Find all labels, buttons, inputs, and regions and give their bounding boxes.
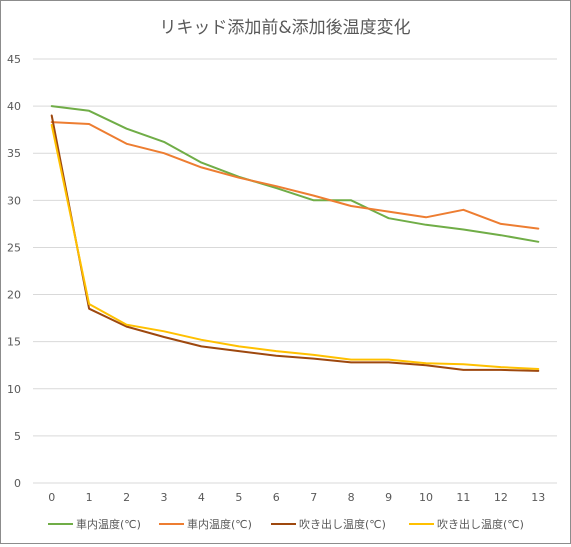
x-tick-label: 7 (310, 491, 317, 504)
y-tick-label: 25 (7, 241, 21, 254)
x-tick-label: 13 (531, 491, 545, 504)
gridlines (33, 58, 557, 484)
legend-label-3: 吹き出し温度(℃) (299, 517, 386, 531)
series-line-2 (50, 121, 540, 230)
x-tick-label: 3 (161, 491, 168, 504)
x-tick-label: 11 (456, 491, 470, 504)
x-tick-label: 12 (494, 491, 508, 504)
series-lines (50, 105, 540, 372)
legend-label-1: 車内温度(℃) (76, 517, 141, 531)
legend: 車内温度(℃) 車内温度(℃) 吹き出し温度(℃) 吹き出し温度(℃) (48, 517, 524, 531)
y-tick-label: 15 (7, 336, 21, 349)
y-axis-ticks: 0 5 10 15 20 25 30 35 40 45 (7, 53, 21, 490)
y-tick-label: 5 (14, 430, 21, 443)
legend-label-2: 車内温度(℃) (187, 517, 252, 531)
series-line-1 (50, 105, 540, 243)
x-axis-ticks: 0 1 2 3 4 5 6 7 8 9 10 11 12 13 (48, 491, 545, 504)
x-tick-label: 9 (385, 491, 392, 504)
x-tick-label: 8 (348, 491, 355, 504)
y-tick-label: 10 (7, 383, 21, 396)
y-tick-label: 40 (7, 100, 21, 113)
x-tick-label: 1 (86, 491, 93, 504)
series-line-4 (50, 124, 540, 370)
series-line-3 (50, 114, 540, 372)
x-tick-label: 4 (198, 491, 205, 504)
x-tick-label: 5 (235, 491, 242, 504)
y-tick-label: 45 (7, 53, 21, 66)
legend-label-4: 吹き出し温度(℃) (437, 517, 524, 531)
x-tick-label: 0 (48, 491, 55, 504)
chart-title: リキッド添加前&添加後温度変化 (159, 18, 410, 38)
x-tick-label: 2 (123, 491, 130, 504)
y-tick-label: 35 (7, 147, 21, 160)
x-tick-label: 10 (419, 491, 433, 504)
y-tick-label: 0 (14, 477, 21, 490)
y-tick-label: 20 (7, 289, 21, 302)
y-tick-label: 30 (7, 194, 21, 207)
x-tick-label: 6 (273, 491, 280, 504)
